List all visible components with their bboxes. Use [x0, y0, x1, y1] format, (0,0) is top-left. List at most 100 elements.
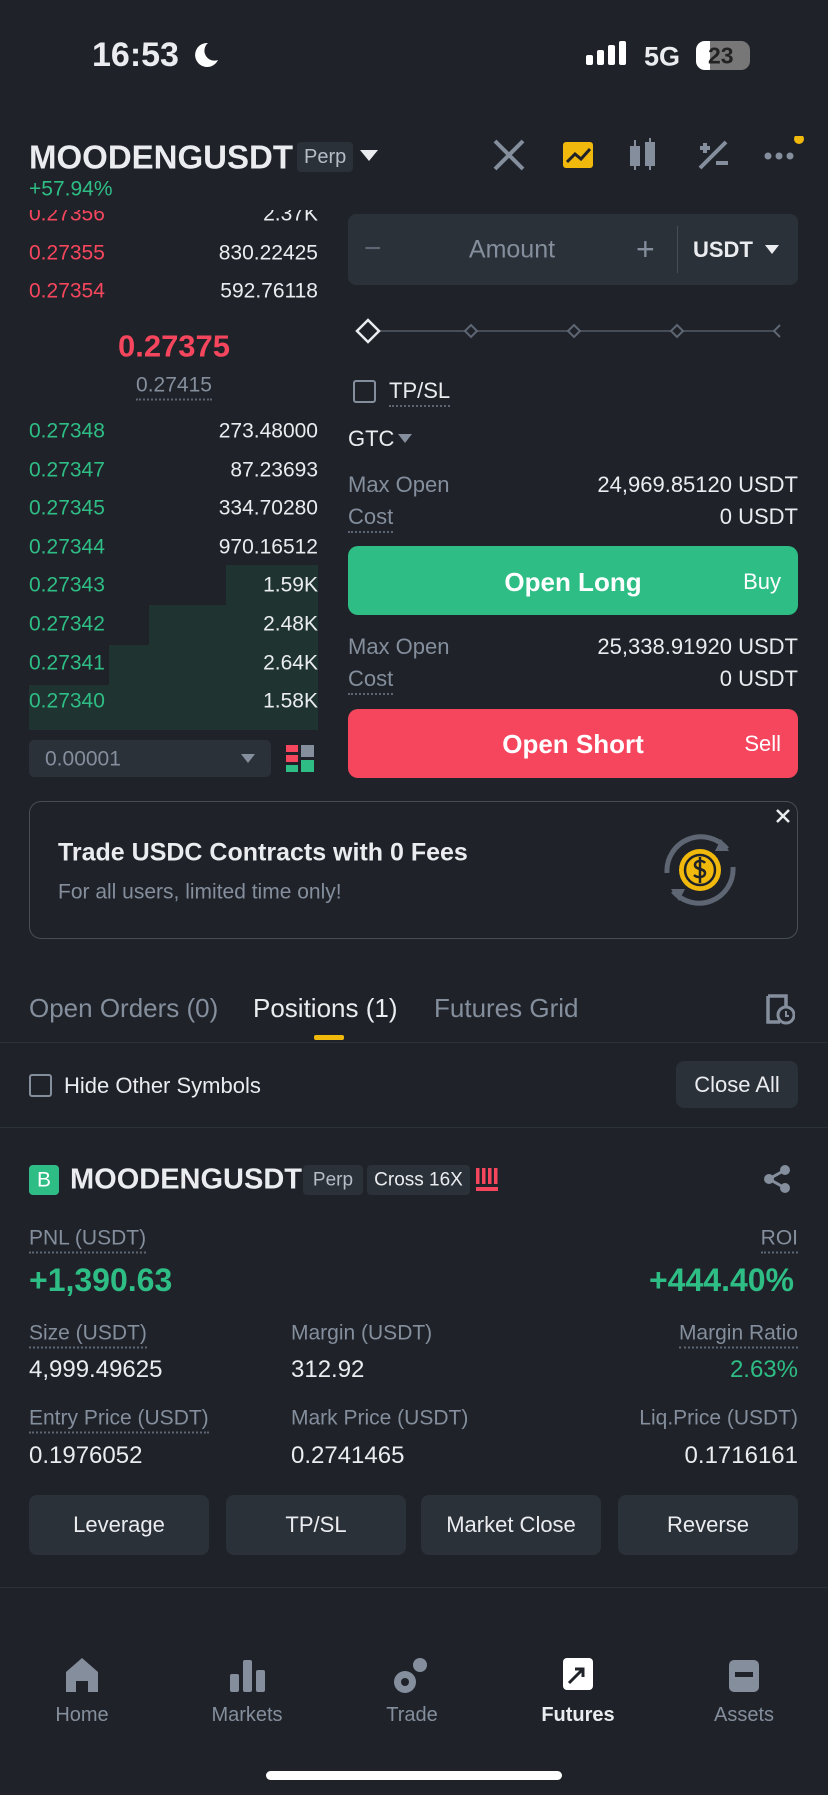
toolbar-icons[interactable] — [490, 136, 828, 176]
close-all-button[interactable] — [676, 1061, 798, 1108]
sell-label: Sell — [744, 731, 781, 756]
promo-card[interactable] — [29, 801, 798, 939]
badge-bg — [297, 142, 353, 172]
promo-icon — [664, 834, 736, 906]
bid-amount: 334.70280 — [218, 496, 318, 520]
badge: Perp — [304, 146, 347, 168]
risk-icon — [476, 1168, 498, 1191]
action-label: Leverage — [73, 1512, 165, 1537]
type-badge — [303, 1165, 363, 1195]
order-book: 0.27356 2.37K 0.27355 830.22425 0.27354 592.7… — [0, 210, 330, 730]
ask-amount: 2.37K — [263, 210, 318, 226]
size-label-text: Size (USDT) — [29, 1321, 147, 1349]
pnl-label: PNL (USDT) — [29, 1226, 147, 1254]
margin-ratio-label: Margin Ratio — [678, 1321, 798, 1349]
max-open: 24,969.85120 USDT — [597, 472, 798, 497]
nav-item[interactable]: Assets — [713, 1704, 775, 1726]
cost: 0 USDT — [719, 504, 798, 529]
mark-price-text: 0.27415 — [136, 373, 212, 401]
bid-price: 0.27345 — [29, 496, 105, 520]
entry: 0.1976052 — [29, 1442, 143, 1469]
pnl-label-text: PNL (USDT) — [29, 1226, 147, 1254]
action-button[interactable] — [421, 1495, 601, 1555]
mode-badge — [367, 1165, 470, 1195]
hide-checkbox[interactable] — [29, 1074, 52, 1097]
nav-item[interactable]: Markets — [211, 1704, 283, 1726]
close-all-label: Close All — [694, 1072, 780, 1097]
tab[interactable]: Open Orders (0) — [29, 993, 219, 1023]
liq-label: Liq.Price (USDT) — [639, 1406, 798, 1430]
cost: 0 USDT — [719, 666, 798, 691]
minus[interactable]: − — [364, 232, 382, 265]
max-open-label: Max Open — [348, 634, 450, 659]
open-long-button[interactable] — [348, 546, 798, 615]
margin-ratio-label-text: Margin Ratio — [678, 1321, 798, 1349]
bid-amount: 1.58K — [263, 689, 318, 713]
bid-price: 0.27340 — [29, 689, 105, 713]
bid-amount: 2.48K — [263, 612, 318, 636]
side: B — [36, 1168, 51, 1192]
tpsl-text: TP/SL — [389, 378, 451, 407]
roi: +444.40% — [648, 1262, 794, 1298]
bid-amount: 273.48000 — [218, 419, 318, 443]
nav-item[interactable]: Home — [55, 1704, 109, 1726]
ask-price: 0.27354 — [29, 279, 105, 303]
plus[interactable]: + — [636, 231, 655, 267]
roi-label-text: ROI — [760, 1226, 798, 1254]
mode: Cross 16X — [374, 1169, 463, 1191]
margin-label: Margin (USDT) — [291, 1321, 433, 1345]
promo-subtitle: For all users, limited time only! — [58, 880, 342, 904]
mark-label: Mark Price (USDT) — [291, 1406, 469, 1430]
bid-price: 0.27344 — [29, 535, 105, 559]
ask-price: 0.27356 — [29, 210, 105, 226]
depth-bar — [226, 565, 318, 605]
action-label: Reverse — [667, 1512, 749, 1537]
tab[interactable]: Positions (1) — [253, 993, 398, 1023]
pnl: +1,390.63 — [29, 1262, 173, 1298]
depth-bar — [109, 645, 318, 685]
open-short-button[interactable] — [348, 709, 798, 778]
battery-text: 23 — [708, 42, 734, 69]
battery-level — [696, 41, 710, 70]
tpsl-label: TP/SL — [389, 378, 451, 407]
history-icon[interactable] — [765, 993, 795, 1025]
tif[interactable]: GTC — [348, 426, 395, 451]
action-button[interactable] — [618, 1495, 798, 1555]
action-button[interactable] — [226, 1495, 406, 1555]
tab[interactable]: Futures Grid — [434, 993, 579, 1023]
depth-bar — [149, 605, 318, 645]
entry-label-text: Entry Price (USDT) — [29, 1406, 209, 1434]
precision: 0.00001 — [45, 747, 121, 771]
layout-icon[interactable] — [286, 745, 314, 773]
position-symbol: MOODENGUSDT — [70, 1163, 302, 1196]
symbol[interactable]: MOODENGUSDT — [29, 138, 293, 176]
liq: 0.1716161 — [684, 1442, 798, 1469]
tpsl-checkbox[interactable] — [353, 380, 376, 403]
slider[interactable] — [355, 316, 785, 346]
type: Perp — [312, 1169, 354, 1191]
mark-price: 0.27415 — [0, 373, 348, 401]
signal-icon — [586, 41, 626, 65]
size-label: Size (USDT) — [29, 1321, 147, 1349]
bid-price: 0.27348 — [29, 419, 105, 443]
precision-select[interactable] — [29, 740, 271, 777]
last-price: 0.27375 — [117, 328, 231, 364]
caret — [241, 754, 255, 763]
max-open-label: Max Open — [348, 472, 450, 497]
close-icon[interactable] — [776, 809, 790, 823]
share-icon[interactable] — [763, 1164, 793, 1194]
caret — [360, 150, 378, 161]
amount-input[interactable] — [348, 214, 798, 285]
nav-item[interactable]: Futures — [541, 1704, 615, 1726]
unit[interactable]: USDT — [693, 237, 753, 262]
action-button[interactable] — [29, 1495, 209, 1555]
mark: 0.2741465 — [291, 1442, 405, 1469]
action-label: TP/SL — [285, 1512, 347, 1537]
cost-label-text: Cost — [348, 504, 394, 533]
bid-amount: 970.16512 — [218, 535, 318, 559]
ask-price: 0.27355 — [29, 241, 105, 264]
nav-item[interactable]: Trade — [386, 1704, 438, 1726]
bid-amount: 1.59K — [263, 573, 318, 597]
caret — [398, 434, 412, 443]
